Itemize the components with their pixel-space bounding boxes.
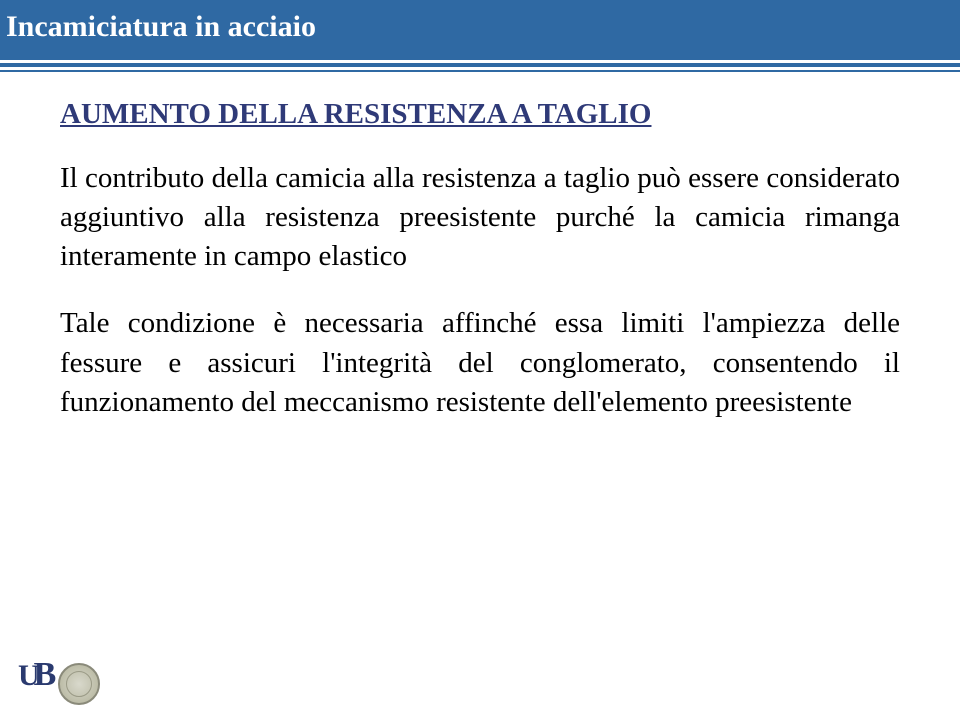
lettermark-text: UB xyxy=(18,656,50,693)
header-underline-stripes xyxy=(0,52,960,72)
slide-title: Incamiciatura in acciaio xyxy=(6,10,316,43)
header-title-wrap: Incamiciatura in acciaio xyxy=(0,10,316,44)
content-area: AUMENTO DELLA RESISTENZA A TAGLIO Il con… xyxy=(60,98,900,450)
stripe-thick xyxy=(0,52,960,60)
footer-logo: UB xyxy=(18,658,100,710)
slide-page: Incamiciatura in acciaio AUMENTO DELLA R… xyxy=(0,0,960,724)
section-subtitle: AUMENTO DELLA RESISTENZA A TAGLIO xyxy=(60,98,900,131)
university-seal-icon xyxy=(58,663,100,705)
paragraph-1: Il contributo della camicia alla resiste… xyxy=(60,159,900,276)
stripe-thin xyxy=(0,70,960,72)
stripe-medium xyxy=(0,63,960,67)
paragraph-2: Tale condizione è necessaria affinché es… xyxy=(60,304,900,421)
